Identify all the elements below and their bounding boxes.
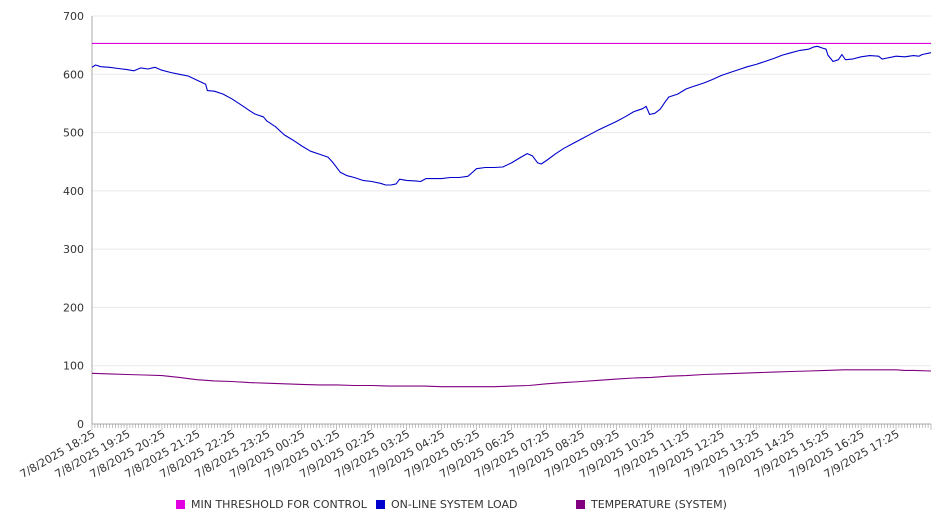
legend-label-temperature: TEMPERATURE (SYSTEM) [591, 498, 727, 511]
legend-item-system-load: ON-LINE SYSTEM LOAD [376, 498, 517, 511]
series-system-load-line [91, 45, 932, 186]
y-tick-label: 300 [63, 243, 84, 256]
y-tick-label: 100 [63, 360, 84, 373]
x-axis-tick-labels: 7/8/2025 18:257/8/2025 19:257/8/2025 20:… [18, 427, 902, 481]
legend-swatch-temperature [576, 500, 585, 509]
y-tick-label: 200 [63, 301, 84, 314]
y-tick-label: 600 [63, 68, 84, 81]
legend: MIN THRESHOLD FOR CONTROL ON-LINE SYSTEM… [0, 498, 946, 518]
legend-label-system-load: ON-LINE SYSTEM LOAD [391, 498, 518, 511]
series-layer [91, 42, 932, 388]
y-tick-label: 400 [63, 185, 84, 198]
y-tick-label: 700 [63, 10, 84, 23]
y-tick-label: 500 [63, 127, 84, 140]
y-axis-tick-labels: 0 100 200 300 400 500 600 700 [63, 10, 84, 431]
legend-label-threshold: MIN THRESHOLD FOR CONTROL [191, 498, 367, 511]
y-tick-label: 0 [77, 418, 84, 431]
legend-swatch-threshold [176, 500, 185, 509]
legend-item-temperature: TEMPERATURE (SYSTEM) [576, 498, 727, 511]
legend-swatch-system-load [376, 500, 385, 509]
axis-layer [91, 16, 932, 430]
grid-layer [92, 15, 931, 367]
series-temperature-line [91, 369, 932, 388]
legend-item-threshold: MIN THRESHOLD FOR CONTROL [176, 498, 367, 511]
